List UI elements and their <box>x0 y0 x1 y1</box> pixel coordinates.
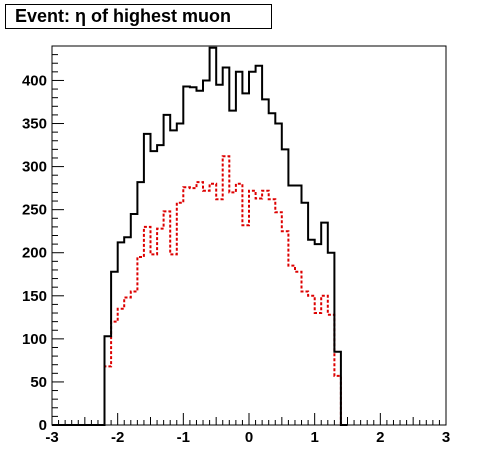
x-tick-label: 2 <box>376 429 384 446</box>
y-tick-label: 50 <box>30 374 47 391</box>
histogram-series-solid-black <box>52 46 348 426</box>
y-tick-label: 100 <box>22 331 47 348</box>
y-tick-label: 0 <box>39 417 47 434</box>
x-tick-label: -3 <box>45 429 58 446</box>
y-tick-label: 300 <box>22 159 47 176</box>
y-tick-label: 350 <box>22 116 47 133</box>
x-tick-label: 0 <box>245 429 253 446</box>
series-layer <box>52 46 348 426</box>
x-tick-label: -1 <box>177 429 190 446</box>
x-tick-label: 1 <box>310 429 318 446</box>
y-tick-label: 200 <box>22 245 47 262</box>
x-tick-label: -2 <box>111 429 124 446</box>
y-tick-label: 150 <box>22 288 47 305</box>
chart-title: Event: η of highest muon <box>5 4 272 29</box>
y-tick-label: 250 <box>22 202 47 219</box>
x-tick-label: 3 <box>442 429 450 446</box>
y-tick-label: 400 <box>22 72 47 89</box>
plot-frame <box>51 45 447 426</box>
histogram-series-dashed-red <box>52 155 348 426</box>
axis-layer: -3 -2 -1 0 1 2 3 0 50 100 150 200 250 300 350 400 <box>22 45 450 446</box>
